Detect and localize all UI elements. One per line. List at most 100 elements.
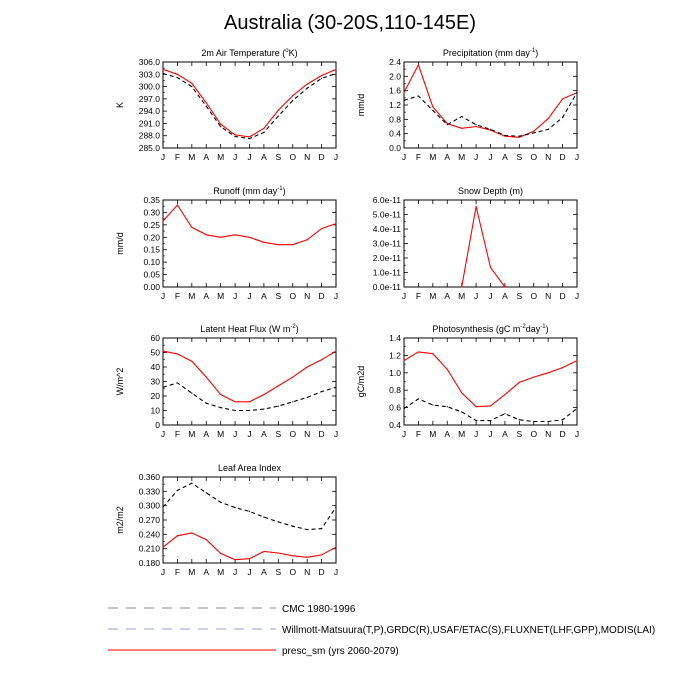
x-tick-label: J [233, 152, 237, 162]
y-tick-label: 300.0 [139, 82, 161, 92]
x-tick-label: J [474, 152, 478, 162]
data-point [320, 528, 323, 530]
data-point [417, 351, 420, 353]
data-point [205, 376, 207, 378]
data-point [263, 516, 265, 518]
y-axis-label: mm/d [356, 94, 366, 117]
chart-title: Latent Heat Flux (W m-2) [200, 324, 298, 334]
data-point [234, 559, 236, 561]
data-point [220, 123, 222, 125]
x-tick-label: M [458, 429, 465, 439]
data-point [234, 135, 236, 138]
y-tick-label: 10 [151, 406, 161, 416]
data-point [320, 359, 323, 361]
x-tick-label: N [545, 152, 551, 162]
data-point [263, 550, 265, 553]
legend-label: CMC 1980-1996 [282, 604, 356, 615]
y-tick-label: 291.0 [139, 118, 161, 128]
y-tick-label: 30 [151, 377, 161, 387]
series-line-solid [162, 532, 337, 561]
y-tick-label: 4.0e-11 [373, 224, 401, 234]
data-point [335, 546, 337, 548]
data-point [335, 223, 337, 225]
x-tick-label: M [429, 291, 436, 301]
data-point [489, 266, 492, 269]
x-tick-label: F [416, 152, 421, 162]
y-tick-label: 0.15 [143, 245, 160, 255]
data-point [533, 130, 535, 132]
y-tick-label: 303.0 [139, 69, 161, 79]
data-point [335, 506, 337, 508]
x-tick-label: D [319, 567, 325, 577]
data-point [205, 102, 207, 104]
x-tick-label: M [188, 291, 195, 301]
x-tick-label: N [545, 291, 551, 301]
x-tick-label: J [247, 152, 251, 162]
x-tick-label: F [416, 291, 421, 301]
x-tick-label: A [261, 152, 267, 162]
x-tick-label: N [304, 291, 310, 301]
data-point [162, 72, 164, 75]
y-tick-label: 40 [151, 362, 161, 372]
chart-panel-3: Snow Depth (m) 0.0e-11 1.0e-11 2.0e-11 3.0e-… [373, 186, 579, 301]
y-tick-label: 1.0e-11 [373, 268, 401, 278]
x-tick-label: J [402, 291, 406, 301]
series-line-dashed [162, 72, 337, 140]
x-tick-label: M [458, 291, 465, 301]
legend-item-1: Willmott-Matsuura(T,P),GRDC(R),USAF/ETAC… [108, 625, 655, 636]
x-tick-label: O [289, 429, 296, 439]
data-point [306, 83, 308, 85]
y-tick-label: 60 [151, 333, 161, 343]
data-point [176, 204, 179, 206]
data-point [277, 405, 279, 407]
data-point [561, 419, 564, 421]
data-point [489, 420, 492, 422]
legend-label: presc_sm (yrs 2060-2079) [282, 646, 399, 657]
y-tick-label: 50 [151, 348, 161, 358]
data-point [335, 386, 337, 388]
chart-title: Precipitation (mm day-1) [443, 48, 538, 58]
data-point [446, 406, 448, 408]
y-tick-label: 0.4 [389, 420, 401, 430]
y-tick-label: 0.330 [139, 486, 161, 496]
y-tick-label: 2.0 [389, 71, 401, 81]
x-tick-label: O [530, 152, 537, 162]
data-point [518, 381, 520, 383]
data-point [248, 236, 251, 238]
data-point [205, 234, 207, 236]
data-point [162, 386, 164, 388]
series-line-solid [162, 204, 337, 246]
data-point [248, 137, 251, 140]
chart-panel-1: Precipitation (mm day-1) 0.0 0.4 0.8 1.2 1.6 2… [356, 48, 579, 162]
data-point [576, 407, 578, 410]
data-point [547, 118, 549, 120]
x-tick-label: A [502, 152, 508, 162]
data-point [320, 77, 323, 79]
data-point [432, 109, 434, 111]
y-tick-label: 294.0 [139, 106, 161, 116]
data-point [220, 501, 222, 503]
data-point [277, 109, 279, 111]
data-point [489, 128, 492, 130]
x-tick-label: J [334, 291, 338, 301]
y-tick-label: 0.300 [139, 501, 161, 511]
data-point [576, 91, 578, 94]
x-tick-label: S [516, 429, 522, 439]
y-tick-label: 0.6 [389, 403, 401, 413]
x-tick-label: S [275, 152, 281, 162]
data-point [277, 552, 279, 554]
x-tick-label: A [444, 291, 450, 301]
x-tick-label: O [289, 152, 296, 162]
y-tick-label: 1.6 [389, 86, 401, 96]
data-point [263, 127, 265, 129]
x-tick-label: D [560, 152, 566, 162]
series-line-dashed [403, 398, 578, 423]
data-point [220, 407, 222, 409]
x-tick-label: J [334, 152, 338, 162]
chart-panel-2: Runoff (mm day-1) 0.00 0.05 0.10 0.15 0.20 0.2… [115, 186, 338, 301]
y-axis-label: K [115, 102, 125, 108]
x-tick-label: J [247, 291, 251, 301]
x-tick-label: J [488, 429, 492, 439]
data-point [234, 401, 236, 403]
